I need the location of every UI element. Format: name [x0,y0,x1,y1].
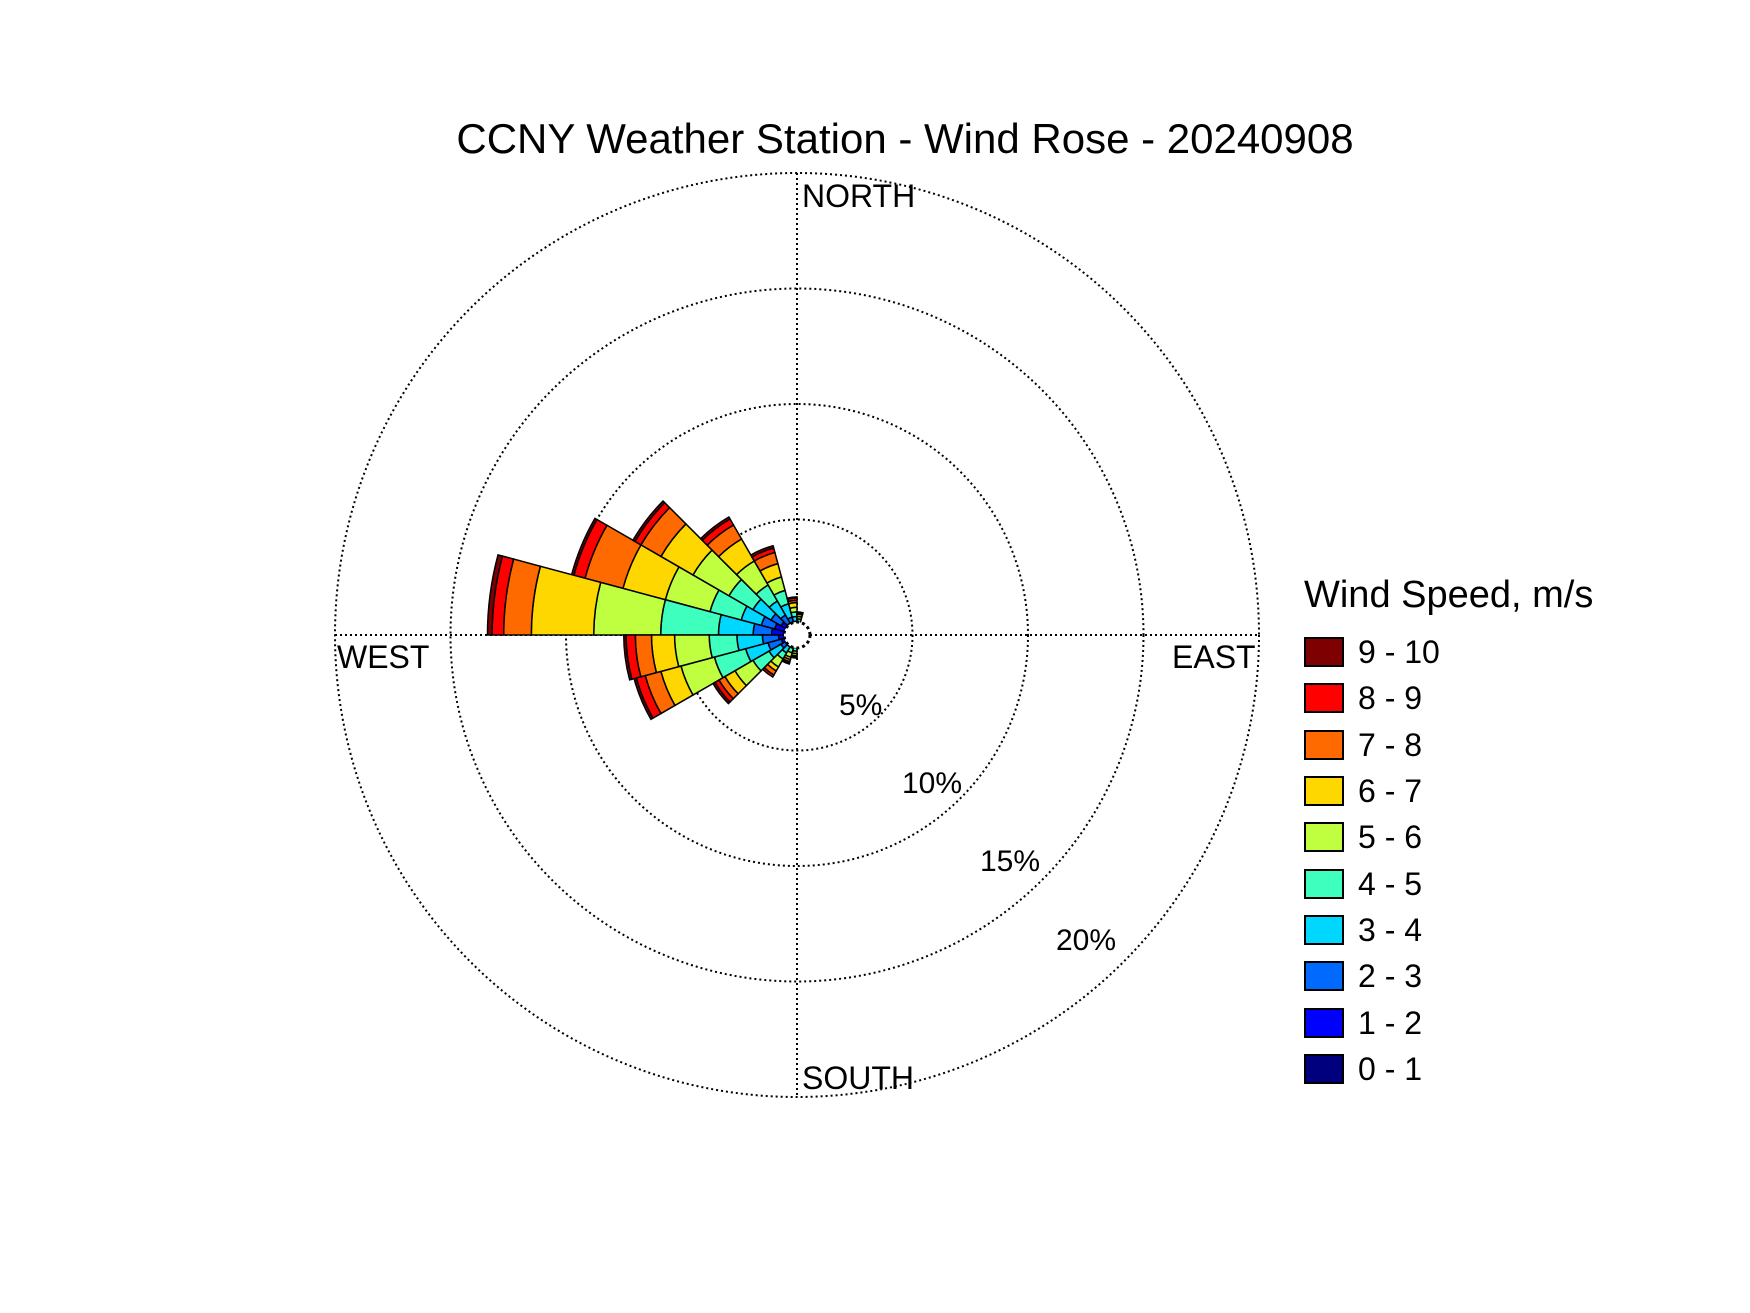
rose-segment [570,517,598,577]
legend-label: 6 - 7 [1358,773,1423,810]
legend-swatch [1304,1007,1344,1038]
legend-label: 4 - 5 [1358,865,1423,902]
rose-segment [631,499,666,543]
legend-entry: 1 - 2 [1304,999,1593,1045]
legend-entries: 9 - 10 8 - 9 7 - 8 6 - 7 5 - 6 4 - 5 3 - 4 2 - … [1304,629,1593,1092]
rose-segment [786,596,798,601]
rose-segment [711,681,732,705]
legend-swatch [1304,776,1344,807]
legend-entry: 9 - 10 [1304,629,1593,675]
legend-swatch [1304,961,1344,992]
legend-label: 7 - 8 [1358,726,1423,763]
legend-swatch [1304,1053,1344,1084]
legend-swatch [1304,637,1344,668]
legend-label: 8 - 9 [1358,680,1423,717]
ring-label-20: 20% [1056,924,1117,957]
legend-swatch [1304,729,1344,760]
grid-ring [449,287,1145,983]
rose-segment [780,658,791,665]
legend-entry: 5 - 6 [1304,814,1593,860]
rose-segment [486,553,504,636]
legend-swatch [1304,822,1344,853]
north-label: NORTH [802,178,916,214]
rose-segment [761,666,775,679]
legend-swatch [1304,683,1344,714]
legend: Wind Speed, m/s 9 - 10 8 - 9 7 - 8 6 - 7 5 -… [1304,571,1593,1092]
legend-label: 3 - 4 [1358,911,1423,948]
rose-segment [749,544,775,559]
ring-label-10: 10% [902,767,963,800]
rose-segment [622,634,633,681]
calm-center [782,620,812,650]
legend-label: 0 - 1 [1358,1050,1423,1087]
west-label: WEST [337,639,430,675]
legend-title: Wind Speed, m/s [1304,574,1594,616]
legend-entry: 8 - 9 [1304,675,1593,721]
rose-bars [486,499,804,721]
legend-entry: 3 - 4 [1304,907,1593,953]
legend-swatch [1304,868,1344,899]
legend-entry: 6 - 7 [1304,768,1593,814]
chart-title: CCNY Weather Station - Wind Rose - 20240… [456,115,1354,162]
rose-segment [796,611,804,615]
south-label: SOUTH [802,1060,914,1096]
grid-ring [680,518,914,752]
east-label: EAST [1172,639,1256,675]
legend-swatch [1304,914,1344,945]
calm-circle [782,620,812,650]
legend-label: 1 - 2 [1358,1004,1423,1041]
legend-entry: 4 - 5 [1304,860,1593,906]
ring-label-5: 5% [839,689,883,722]
legend-label: 2 - 3 [1358,958,1423,995]
legend-entry: 7 - 8 [1304,722,1593,768]
legend-label: 9 - 10 [1358,634,1440,671]
legend-label: 5 - 6 [1358,819,1423,856]
rose-segment [790,655,798,659]
rose-segment [633,677,654,721]
rose-segment [699,515,732,542]
legend-entry: 0 - 1 [1304,1046,1593,1092]
legend-entry: 2 - 3 [1304,953,1593,999]
ring-label-15: 15% [980,845,1041,878]
